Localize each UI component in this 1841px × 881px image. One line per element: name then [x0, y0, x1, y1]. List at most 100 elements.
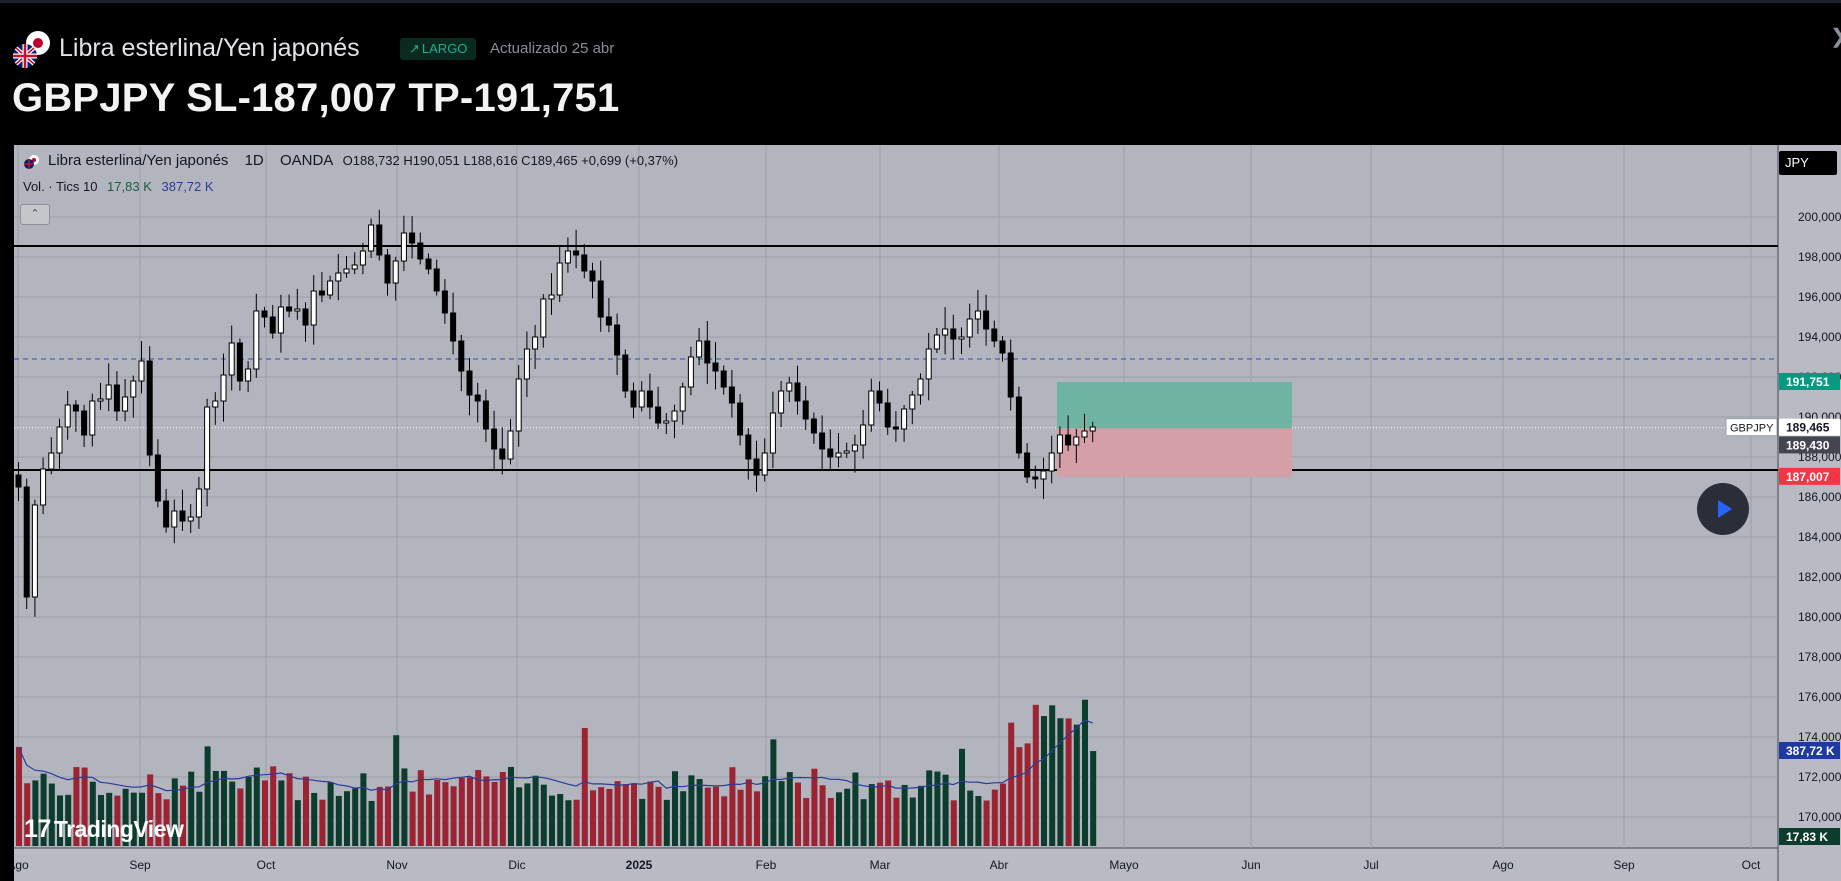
- volume-bar: [409, 791, 416, 846]
- candle-body: [933, 334, 940, 350]
- price-label: 178,000: [1798, 650, 1841, 664]
- candle-body: [983, 310, 990, 330]
- candle-body: [646, 390, 653, 408]
- time-label: Ago: [1492, 858, 1514, 872]
- time-label: Mar: [870, 858, 891, 872]
- entry-price-tag-bg: [1779, 436, 1840, 454]
- candle-body: [786, 382, 793, 392]
- volume-bar: [663, 799, 670, 846]
- sl-price-tag-bg: [1779, 467, 1840, 485]
- candle-body: [868, 390, 875, 426]
- volume-bar: [311, 792, 318, 846]
- candle-body: [277, 306, 284, 334]
- idea-header: [0, 3, 1841, 143]
- candle-body: [1048, 452, 1055, 472]
- candle-body: [138, 360, 145, 382]
- volume-bar: [114, 795, 121, 846]
- candle-body: [171, 510, 178, 528]
- volume-bar: [877, 782, 883, 846]
- volume-bar: [688, 775, 695, 846]
- volume-bar: [803, 797, 810, 846]
- candle-body: [1056, 434, 1063, 454]
- time-label: Abr: [990, 858, 1009, 872]
- volume-bar: [524, 783, 531, 846]
- volume-bar: [1041, 716, 1047, 846]
- volume-bar: [229, 781, 236, 846]
- volume-bar: [967, 790, 974, 846]
- candle-body: [860, 424, 867, 446]
- volume-bar: [795, 782, 801, 846]
- candle-body: [1024, 452, 1031, 478]
- candle-body: [294, 308, 301, 312]
- volume-bar: [16, 746, 22, 846]
- candle-body: [892, 426, 899, 430]
- volume-bar: [1024, 743, 1031, 846]
- volume-bar: [926, 770, 933, 846]
- volume-bar: [860, 799, 867, 846]
- chart-legend: Libra esterlina/Yen japonés 1D OANDA O18…: [22, 152, 678, 169]
- candle-body: [794, 382, 801, 402]
- volume-ma-line: [17, 719, 1093, 792]
- volume-bar: [1065, 718, 1072, 846]
- candle-body: [212, 400, 219, 408]
- volume-bar: [426, 794, 432, 846]
- legend-interval[interactable]: 1D: [244, 152, 264, 169]
- candle-body: [999, 340, 1006, 354]
- volume-bar: [180, 785, 186, 846]
- volume-bar: [827, 797, 834, 846]
- volume-ma-tag: 387,72 K: [1786, 744, 1835, 758]
- candle-body: [1065, 434, 1072, 446]
- candle-body: [974, 310, 981, 320]
- candle-body: [417, 242, 424, 260]
- candle-body: [400, 232, 407, 262]
- candle-body: [991, 328, 998, 342]
- volume-bar: [811, 768, 818, 846]
- volume-label[interactable]: Vol. · Tics 10: [23, 179, 98, 194]
- volume-bar: [614, 781, 621, 846]
- candle-body: [827, 448, 834, 458]
- price-chart[interactable]: 200,000198,000196,000194,000192,000190,0…: [14, 145, 1841, 881]
- volume-bar: [335, 795, 342, 846]
- time-axis-background: [14, 848, 1778, 881]
- candle-body: [679, 386, 686, 412]
- volume-bar: [81, 767, 88, 846]
- volume-bar: [598, 787, 605, 846]
- time-label: Jun: [1241, 858, 1260, 872]
- volume-bar: [40, 773, 47, 846]
- volume-bar: [745, 779, 752, 846]
- volume-bar: [32, 780, 39, 846]
- price-label: 170,000: [1798, 810, 1841, 824]
- volume-bar: [385, 786, 391, 846]
- chevron-up-icon[interactable]: ⌃: [20, 204, 50, 225]
- legend-symbol[interactable]: Libra esterlina/Yen japonés: [48, 152, 229, 169]
- volume-bar: [147, 774, 154, 846]
- play-button[interactable]: [1697, 483, 1749, 535]
- volume-bar: [122, 788, 129, 846]
- stop-loss-zone: [1057, 428, 1292, 477]
- candle-body: [638, 390, 645, 408]
- volume-bar: [434, 779, 441, 846]
- volume-bar: [942, 774, 949, 846]
- chevron-icon[interactable]: ❯: [1830, 24, 1841, 60]
- candle-body: [122, 396, 129, 412]
- candle-body: [950, 328, 957, 340]
- volume-bar: [713, 786, 719, 846]
- tv-logo-text: TradingView: [53, 816, 184, 842]
- legend-ohlc: O188,732 H190,051 L188,616 C189,465 +0,6…: [342, 153, 679, 168]
- symbol-name[interactable]: Libra esterlina/Yen japonés: [59, 34, 360, 62]
- candle-body: [1040, 470, 1047, 480]
- volume-bar: [909, 797, 916, 846]
- candle-body: [310, 290, 317, 326]
- time-label: Feb: [756, 858, 777, 872]
- volume-bar: [565, 800, 572, 846]
- volume-ma-value: 387,72 K: [161, 179, 214, 194]
- currency-label[interactable]: JPY: [1779, 151, 1837, 175]
- volume-bar: [139, 792, 145, 846]
- volume-bar: [696, 779, 703, 846]
- candle-body: [261, 310, 268, 318]
- candle-body: [507, 430, 514, 460]
- time-label: Dic: [508, 858, 525, 872]
- volume-bar: [1000, 783, 1006, 846]
- tradingview-logo: 17 TradingView: [24, 815, 184, 844]
- volume-bar: [836, 792, 842, 846]
